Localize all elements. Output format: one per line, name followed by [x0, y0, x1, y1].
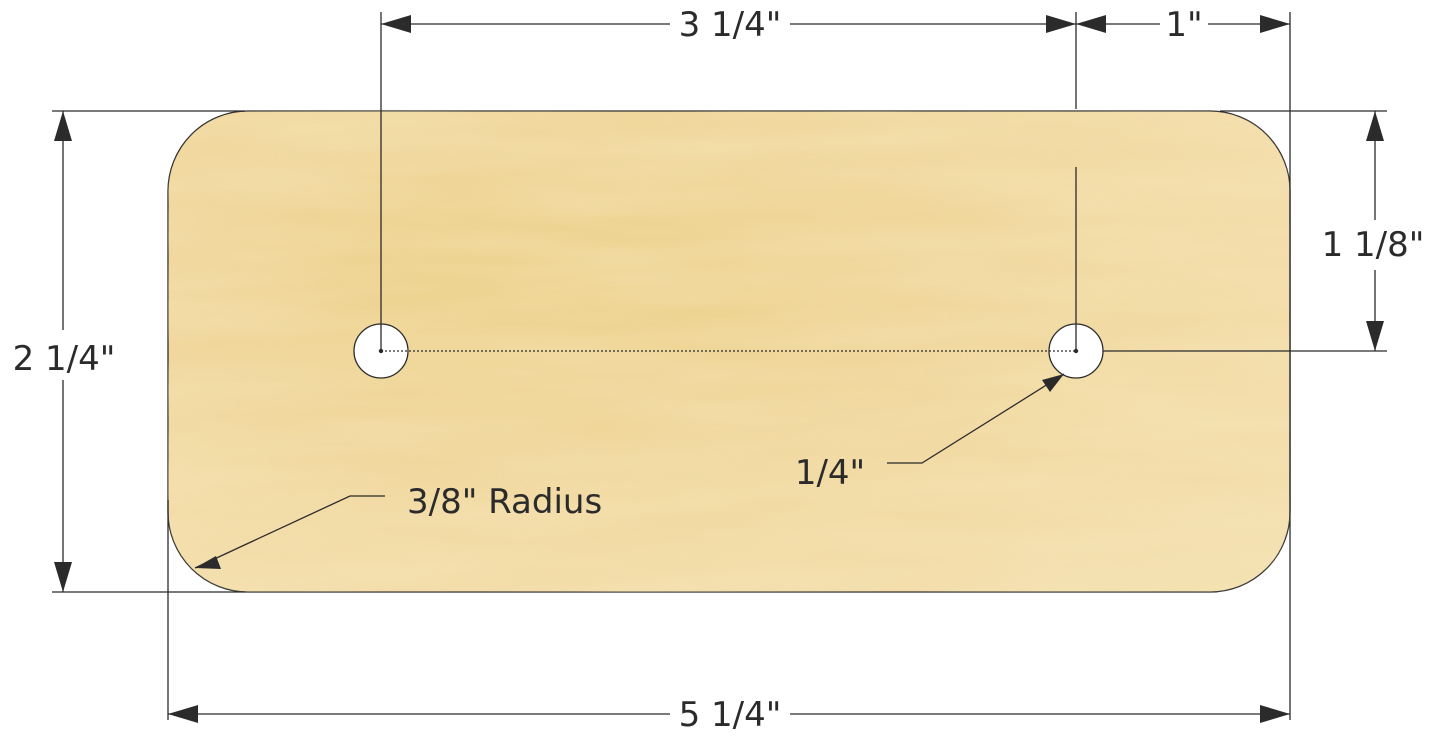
overall-height-label: 2 1/4": [13, 339, 116, 379]
hole-height-label: 1 1/8": [1322, 225, 1425, 265]
corner-radius-leader: 3/8" Radius: [194, 482, 602, 569]
overall-width-label: 5 1/4": [679, 695, 782, 735]
hole-height-dimension: 1 1/8": [1322, 111, 1425, 351]
hole-diameter-leader: 1/4": [795, 373, 1065, 493]
hole-diameter-label: 1/4": [795, 453, 865, 493]
hole-spacing-label: 3 1/4": [679, 5, 782, 45]
overall-width-dimension: 5 1/4": [168, 695, 1290, 735]
hole-spacing-dimension: 3 1/4": [381, 5, 1076, 45]
corner-radius-label: 3/8" Radius: [407, 482, 602, 522]
edge-offset-label: 1": [1165, 5, 1202, 45]
overall-height-dimension: 2 1/4": [13, 111, 116, 592]
edge-offset-dimension: 1": [1076, 5, 1290, 45]
